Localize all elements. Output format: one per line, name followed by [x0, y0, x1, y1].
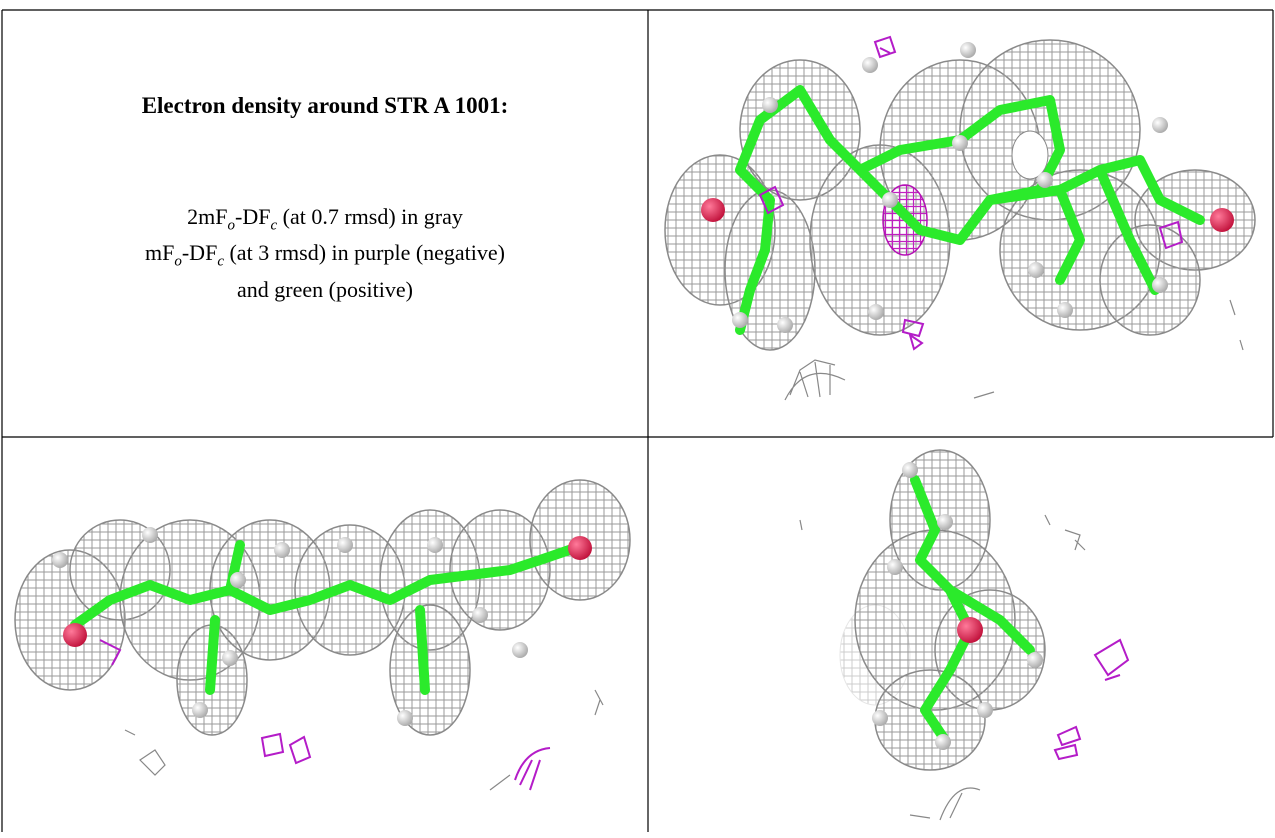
legend-line: and green (positive) [2, 276, 648, 304]
atom [1037, 172, 1053, 188]
legend-text: and green (positive) [237, 277, 413, 302]
atom [868, 304, 884, 320]
density-view-right [800, 450, 1128, 820]
atom [935, 734, 951, 750]
atom [142, 527, 158, 543]
legend-text: 2mF [187, 204, 227, 229]
title: Electron density around STR A 1001: [2, 93, 648, 119]
atom [960, 42, 976, 58]
oxygen [568, 536, 592, 560]
density-view-top [665, 37, 1255, 400]
oxygen [1210, 208, 1234, 232]
atom [777, 317, 793, 333]
ring-hole [1012, 131, 1048, 179]
atom [1152, 277, 1168, 293]
legend-line: mFo-DFc (at 3 rmsd) in purple (negative) [2, 239, 648, 275]
atom [882, 192, 898, 208]
atom [1028, 262, 1044, 278]
oxygen [63, 623, 87, 647]
legend-text: -DF [235, 204, 270, 229]
neg-mesh-bits [1055, 640, 1128, 759]
atom [1057, 302, 1073, 318]
atom [230, 572, 246, 588]
subscript: o [174, 254, 182, 270]
atom [397, 710, 413, 726]
density-view-left [15, 480, 630, 790]
atom [512, 642, 528, 658]
atom [52, 552, 68, 568]
atom [937, 514, 953, 530]
oxygen [957, 617, 983, 643]
atom [762, 97, 778, 113]
subscript: o [228, 217, 236, 233]
atom [872, 710, 888, 726]
legend-text: mF [145, 240, 174, 265]
subscript: c [217, 254, 224, 270]
atom [1152, 117, 1168, 133]
legend-text: (at 3 rmsd) in purple (negative) [224, 240, 505, 265]
atom [902, 462, 918, 478]
legend-line: 2mFo-DFc (at 0.7 rmsd) in gray [2, 203, 648, 239]
oxygen [701, 198, 725, 222]
page: Electron density around STR A 1001: 2mFo… [0, 0, 1275, 838]
atom [977, 702, 993, 718]
legend-text: (at 0.7 rmsd) in gray [277, 204, 463, 229]
legend-text: -DF [182, 240, 217, 265]
atom [427, 537, 443, 553]
atom [192, 702, 208, 718]
atom [337, 537, 353, 553]
atom [472, 607, 488, 623]
atom [952, 135, 968, 151]
atom [887, 559, 903, 575]
atom [222, 650, 238, 666]
atom [732, 312, 748, 328]
atom [274, 542, 290, 558]
atom [862, 57, 878, 73]
figure [0, 0, 1275, 838]
atom [1027, 652, 1043, 668]
